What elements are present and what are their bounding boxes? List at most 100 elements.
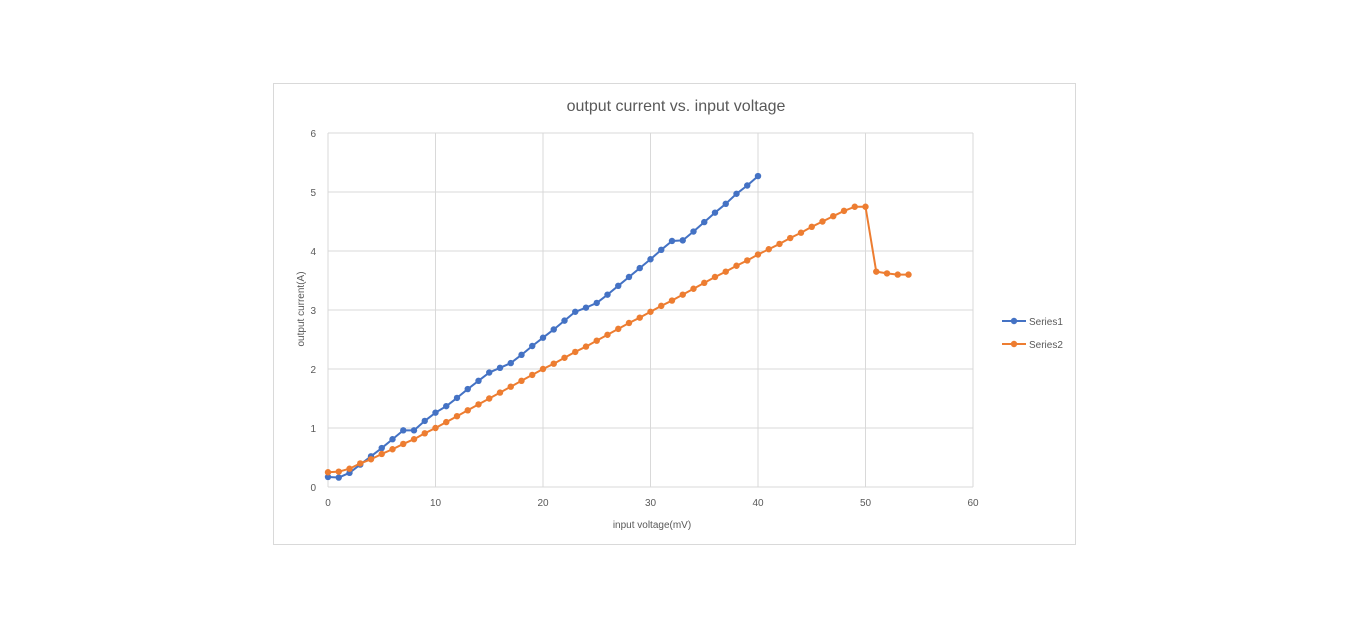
series-1-point xyxy=(744,182,751,189)
series-2-point xyxy=(464,407,471,414)
series-1-point xyxy=(443,402,450,410)
x-tick-label: 40 xyxy=(752,498,764,509)
series-2-point xyxy=(561,354,568,361)
series-2-point xyxy=(883,270,891,277)
series-2-point xyxy=(389,446,396,453)
gridlines xyxy=(327,132,974,488)
series-2-point xyxy=(529,371,536,379)
series-2-point xyxy=(400,440,407,448)
series-2-point xyxy=(722,268,729,275)
series-1-point xyxy=(593,299,600,307)
series-2-point xyxy=(701,279,708,287)
series-2-point xyxy=(765,246,772,253)
x-tick-label: 0 xyxy=(325,498,331,509)
series-2 xyxy=(324,203,912,476)
series-2-point xyxy=(443,418,450,426)
x-axis-label: input voltage(mV) xyxy=(613,520,691,531)
series-2-point xyxy=(615,325,622,333)
series-1-point xyxy=(582,304,590,311)
series-2-point xyxy=(335,468,342,475)
y-tick-label: 1 xyxy=(310,424,316,435)
series-2-point xyxy=(507,383,514,390)
series-2-point xyxy=(668,297,676,304)
x-tick-label: 30 xyxy=(645,498,657,509)
series-1-point xyxy=(572,308,579,315)
series-1-point xyxy=(615,282,622,290)
series-2-point xyxy=(475,401,482,408)
series-2-point xyxy=(421,430,428,437)
y-tick-label: 6 xyxy=(310,129,316,140)
chart-area: output current vs. input voltage 0 10 20 30… xyxy=(273,83,1076,545)
series-1-point xyxy=(486,369,493,376)
legend-label: Series1 xyxy=(1029,317,1063,328)
series-1-point xyxy=(604,291,611,298)
series-1-point xyxy=(529,342,536,350)
series-1-point xyxy=(324,473,332,481)
series-2-point xyxy=(593,337,600,344)
series-2-point xyxy=(894,271,901,278)
series-2-point xyxy=(410,436,418,443)
series-1-point xyxy=(421,417,428,425)
series-1-point xyxy=(378,444,385,452)
legend-entry-2: Series2 xyxy=(1002,340,1063,351)
series-2-point xyxy=(711,273,719,281)
series-1-point xyxy=(475,377,482,384)
legend-marker xyxy=(1010,340,1018,348)
series-1-point xyxy=(679,237,686,244)
series-1-point xyxy=(464,385,471,393)
y-tick-label: 5 xyxy=(310,188,316,199)
legend-marker xyxy=(1010,317,1018,325)
series-2-point xyxy=(787,234,794,242)
series-2-point xyxy=(378,450,385,458)
series-2-point xyxy=(496,389,504,396)
series-1-point xyxy=(496,364,504,372)
series-2-point xyxy=(862,203,869,210)
series-1-point xyxy=(647,256,654,263)
chart-title: output current vs. input voltage xyxy=(567,98,786,115)
x-tick-label: 60 xyxy=(967,498,979,509)
x-tick-label: 50 xyxy=(860,498,872,509)
series-1-point xyxy=(701,218,708,226)
series-2-point xyxy=(367,456,375,463)
y-tick-label: 2 xyxy=(310,365,316,376)
series-2-point xyxy=(582,343,590,350)
series-2-point xyxy=(840,207,848,215)
y-axis-label: output current(A) xyxy=(296,271,307,346)
y-tick-label: 3 xyxy=(310,306,316,317)
series-2-point xyxy=(636,314,643,321)
series-1-point xyxy=(518,351,525,359)
series-2-point xyxy=(819,218,826,225)
series-1-point xyxy=(722,200,729,207)
y-axis-ticks: 0 1 2 3 4 5 6 xyxy=(310,129,316,494)
series-1-point xyxy=(389,436,396,443)
legend-entry-1: Series1 xyxy=(1002,317,1063,328)
series-2-point xyxy=(486,395,493,402)
series-2-point xyxy=(733,262,740,269)
series-2-point xyxy=(873,268,880,275)
series-2-point xyxy=(754,251,762,258)
series-2-point xyxy=(830,212,837,220)
series-2-point xyxy=(539,365,547,373)
series-2-point xyxy=(851,203,858,210)
x-tick-label: 10 xyxy=(430,498,442,509)
series-1-point xyxy=(754,172,762,180)
series-1-point xyxy=(507,359,514,367)
series-2-point xyxy=(797,229,805,236)
series-1-point xyxy=(668,237,676,245)
series-1-point xyxy=(733,190,740,197)
series-2-point xyxy=(647,308,654,315)
series-2-point xyxy=(324,469,332,476)
legend-label: Series2 xyxy=(1029,340,1063,351)
y-tick-label: 0 xyxy=(310,483,316,494)
series-1-point xyxy=(561,317,568,324)
series-1-point xyxy=(550,326,557,333)
series-1-point xyxy=(625,273,633,281)
series-layer xyxy=(324,172,912,481)
series-1-point xyxy=(335,474,342,481)
series-1-point xyxy=(410,427,418,434)
x-axis-ticks: 0 10 20 30 40 50 60 xyxy=(325,498,979,509)
y-tick-label: 4 xyxy=(310,247,316,258)
series-1-point xyxy=(658,246,665,254)
series-2-point xyxy=(744,257,751,264)
series-2-point xyxy=(432,424,439,432)
